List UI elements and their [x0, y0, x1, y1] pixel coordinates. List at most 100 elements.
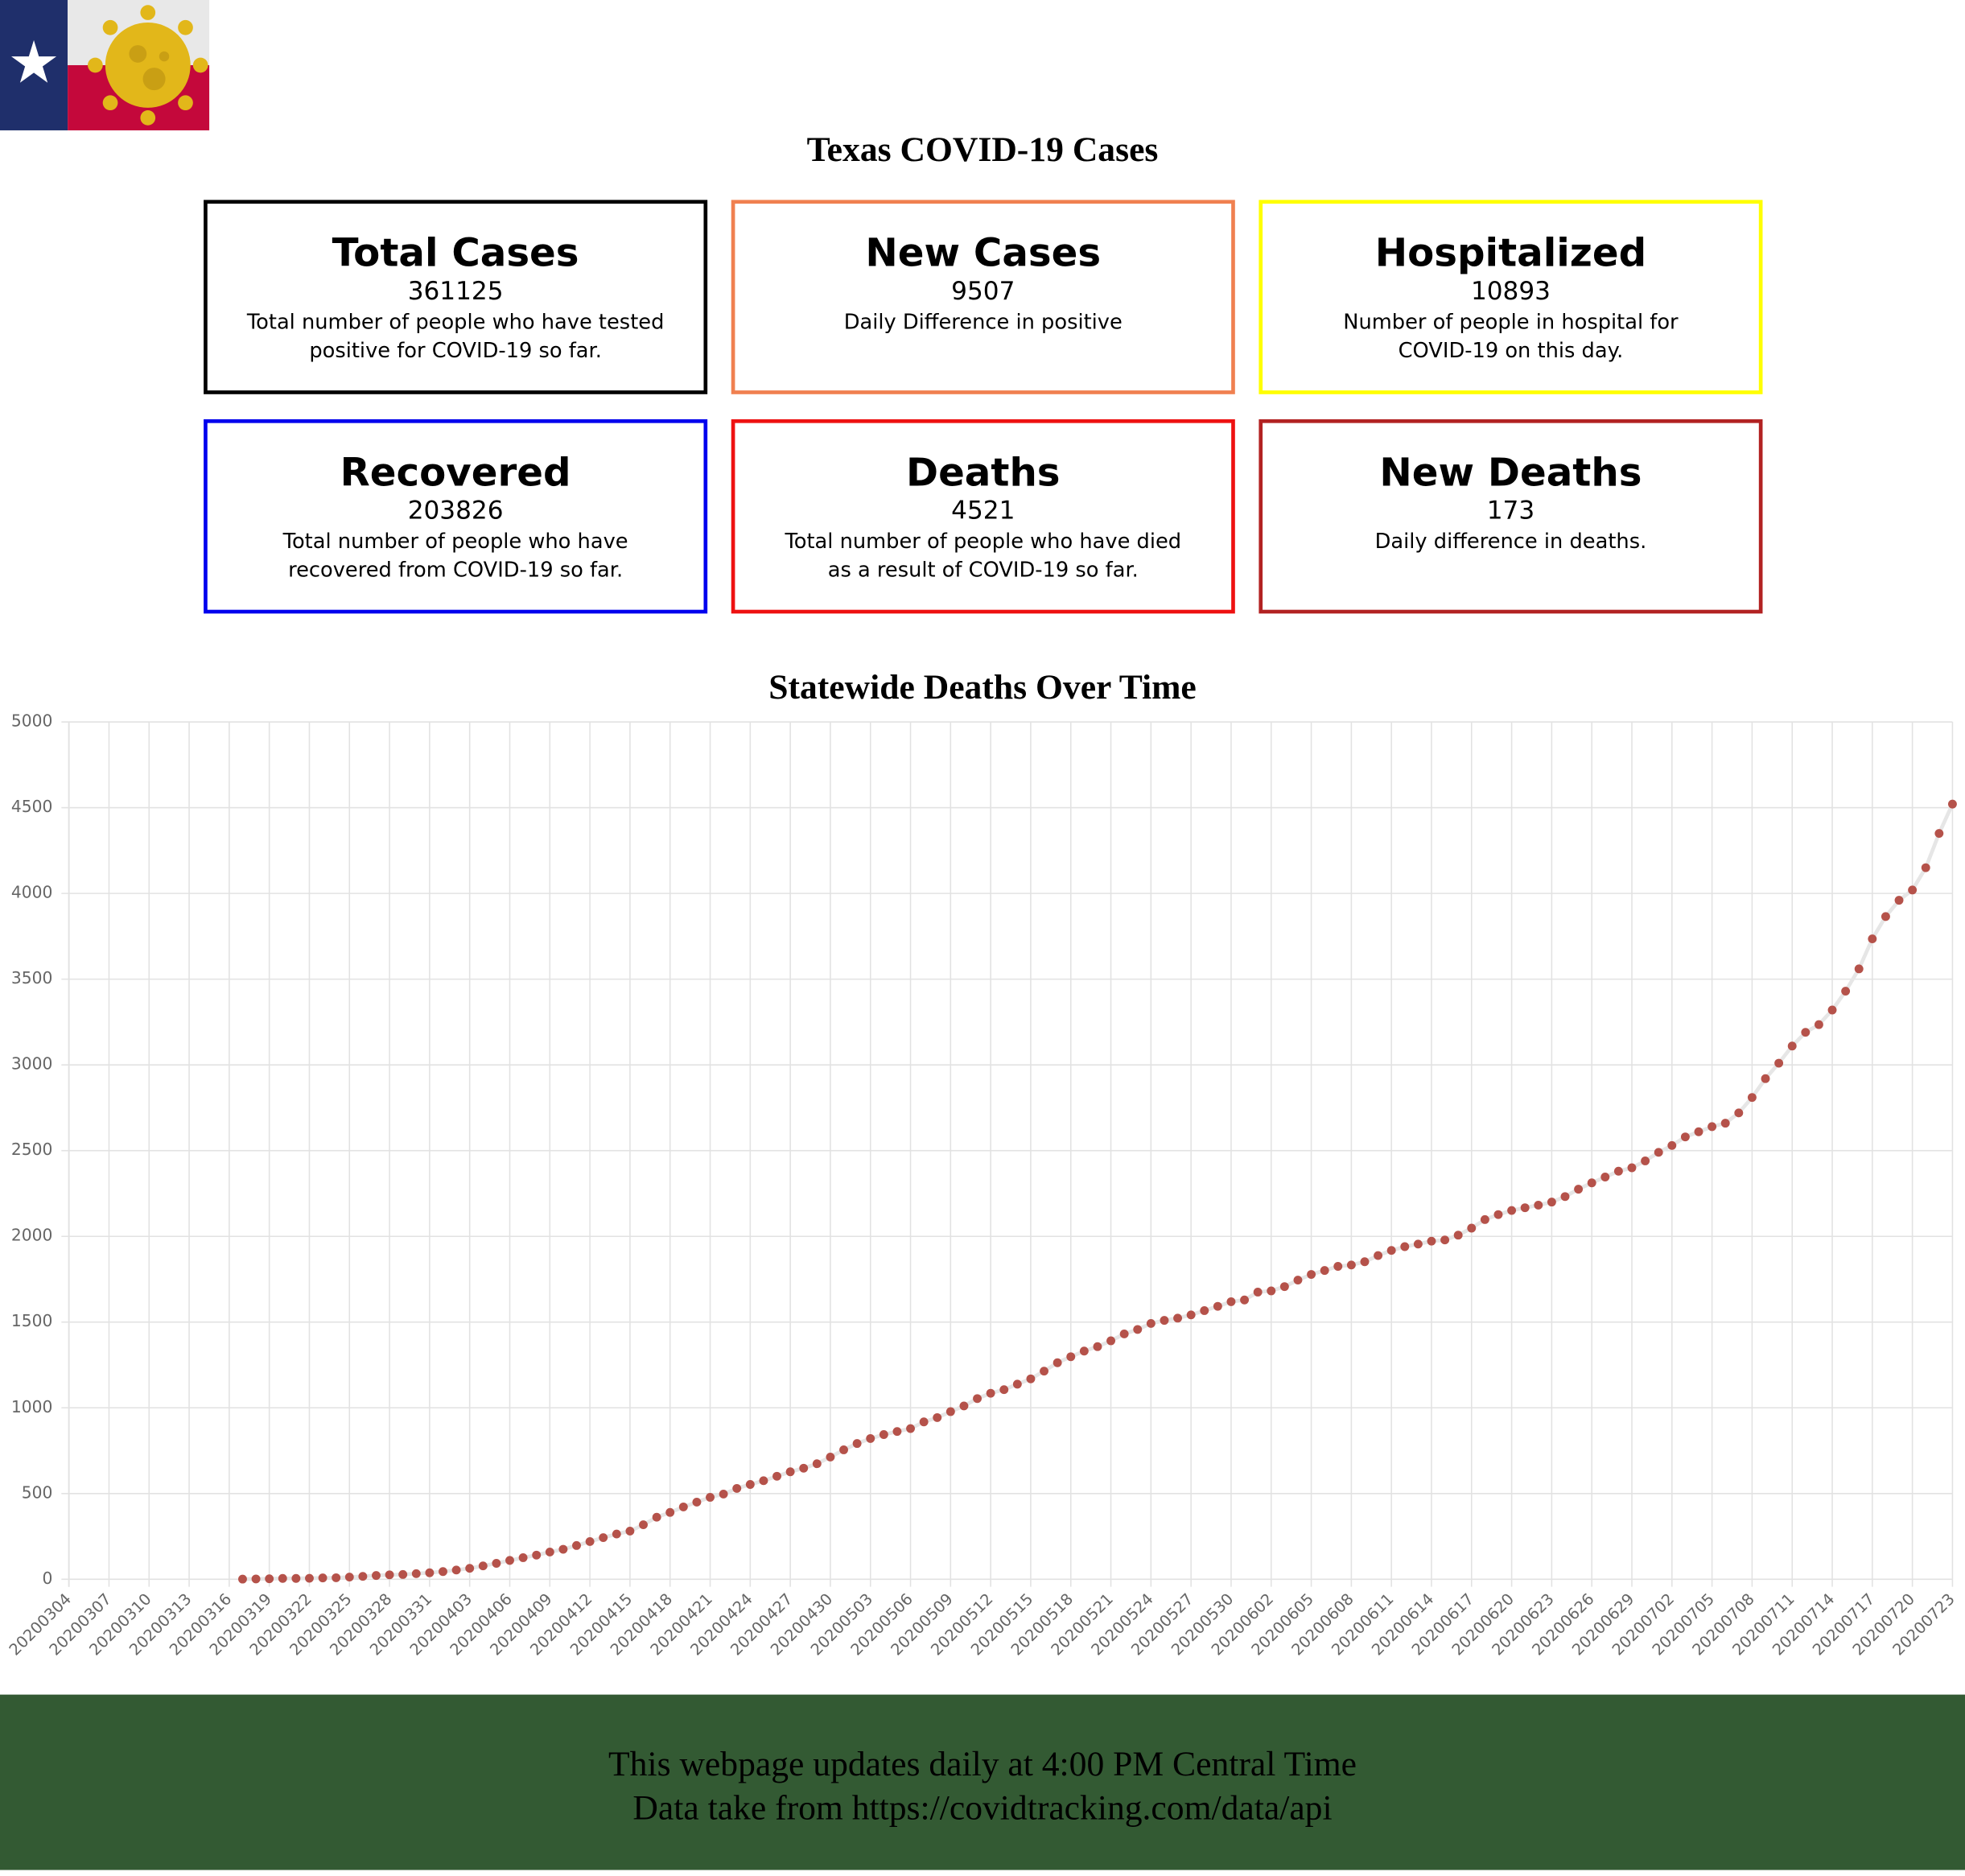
y-tick-label: 3500: [11, 968, 53, 987]
data-point: [1079, 1346, 1089, 1356]
card-border: [731, 418, 1235, 614]
data-point: [906, 1424, 915, 1433]
y-tick-label: 3000: [11, 1054, 53, 1074]
data-point: [1814, 1020, 1823, 1029]
data-point: [492, 1559, 501, 1568]
data-point: [478, 1561, 488, 1571]
data-point: [1507, 1206, 1517, 1215]
y-tick-label: 5000: [11, 711, 53, 731]
data-point: [1708, 1122, 1717, 1132]
data-point: [1333, 1262, 1343, 1271]
data-point: [238, 1574, 247, 1584]
data-point: [1774, 1058, 1784, 1068]
y-tick-label: 4500: [11, 797, 53, 816]
data-point: [826, 1452, 835, 1462]
data-point: [1600, 1173, 1610, 1181]
data-point: [1841, 987, 1851, 996]
card-description: Total number of people who have tested po…: [246, 310, 665, 363]
data-point: [1560, 1192, 1570, 1202]
data-point: [518, 1553, 528, 1562]
data-point: [639, 1520, 648, 1530]
data-point: [839, 1445, 848, 1454]
data-point: [1346, 1260, 1356, 1270]
data-point: [999, 1385, 1009, 1395]
card-value: 4521: [951, 496, 1015, 525]
y-tick-label: 2500: [11, 1140, 53, 1159]
data-point: [1093, 1342, 1102, 1351]
data-point: [1613, 1166, 1623, 1176]
data-point: [785, 1467, 795, 1477]
data-point: [1934, 829, 1944, 838]
data-point: [545, 1547, 554, 1556]
card-title: Recovered: [340, 450, 571, 495]
data-point: [1026, 1374, 1036, 1383]
data-point: [1119, 1329, 1129, 1338]
card-title: New Cases: [865, 231, 1101, 276]
data-point: [1587, 1178, 1596, 1188]
data-point: [866, 1433, 875, 1443]
card-value: 361125: [408, 277, 504, 306]
logo: [0, 0, 210, 130]
data-point: [1267, 1286, 1276, 1296]
data-point: [505, 1556, 514, 1565]
data-point: [1307, 1270, 1316, 1279]
data-point: [879, 1430, 888, 1439]
data-point: [652, 1512, 661, 1522]
data-point: [1427, 1236, 1436, 1246]
data-point: [1921, 863, 1930, 872]
data-point: [1654, 1148, 1663, 1157]
data-point: [385, 1570, 394, 1580]
data-point: [1801, 1028, 1811, 1037]
data-point: [1053, 1358, 1062, 1367]
data-point: [973, 1394, 982, 1404]
data-point: [1747, 1093, 1757, 1103]
card-value: 9507: [951, 277, 1015, 306]
data-point: [1547, 1198, 1556, 1207]
footer: [0, 1694, 1965, 1870]
data-point: [745, 1480, 755, 1489]
data-point: [1293, 1276, 1303, 1284]
card-border: [1259, 418, 1763, 614]
card-title: Deaths: [906, 450, 1061, 495]
data-point: [799, 1463, 809, 1473]
data-point: [1534, 1200, 1543, 1210]
page-title: Texas COVID-19 Cases: [807, 130, 1159, 169]
data-point: [933, 1412, 942, 1422]
data-point: [706, 1493, 715, 1502]
data-point: [1160, 1316, 1169, 1326]
data-point: [1360, 1257, 1370, 1267]
data-point: [1386, 1246, 1396, 1255]
data-point: [1761, 1074, 1770, 1083]
data-point: [1720, 1119, 1730, 1128]
card-border: [204, 200, 708, 394]
data-point: [1734, 1108, 1744, 1118]
card-title: New Deaths: [1379, 450, 1642, 495]
data-point: [1908, 885, 1918, 895]
data-point: [1066, 1352, 1076, 1362]
chart: 0 500 1000 1500 2000 2500 3000 3500 4000 4500 5000…: [6, 711, 1959, 1660]
card-description: Total number of people who have recovered…: [282, 529, 628, 582]
data-point: [1200, 1306, 1209, 1315]
data-point: [986, 1388, 995, 1398]
data-point: [612, 1529, 621, 1539]
data-point: [1881, 912, 1890, 922]
data-point: [572, 1540, 581, 1550]
data-point: [732, 1483, 742, 1493]
data-point: [1240, 1295, 1250, 1305]
data-point: [625, 1527, 635, 1536]
card-description: Total number of people who have died as a…: [784, 529, 1181, 582]
data-point: [1133, 1325, 1143, 1334]
card-title: Hospitalized: [1375, 231, 1646, 276]
card-description: Daily difference in deaths.: [1375, 529, 1647, 553]
data-point: [439, 1567, 447, 1577]
data-point: [1641, 1157, 1650, 1165]
data-point: [1400, 1242, 1410, 1251]
data-point: [344, 1573, 354, 1582]
data-point: [772, 1471, 781, 1481]
data-point: [532, 1550, 542, 1560]
data-point: [1787, 1041, 1797, 1051]
series-line: [242, 803, 1955, 1581]
